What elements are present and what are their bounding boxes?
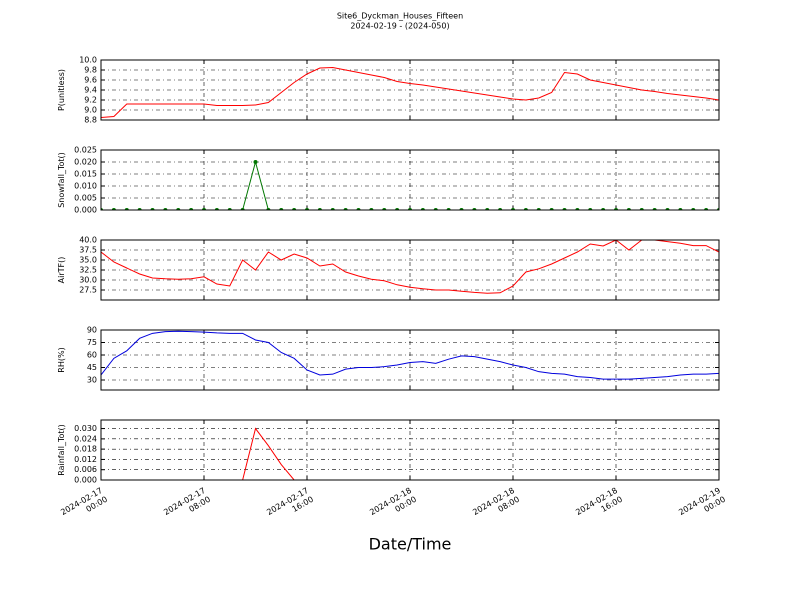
figure-title: Site6_Dyckman_Houses_Fifteen: [337, 12, 463, 21]
y-tick-label: 30.0: [79, 276, 97, 285]
y-tick-label: 10.0: [79, 56, 97, 65]
y-tick-label: 0.012: [74, 455, 97, 464]
y-tick-label: 90: [87, 326, 97, 335]
x-axis-label: Date/Time: [369, 535, 452, 554]
axes-frame: [100, 419, 720, 481]
y-tick-label: 0.020: [74, 158, 97, 167]
y-tick-label: 45: [87, 363, 97, 372]
y-tick-label: 0.000: [74, 206, 97, 215]
x-tick-label: 2024-02-1800:00: [368, 486, 418, 526]
axes-frame: [100, 149, 720, 211]
y-axis-label: P(unitless): [57, 69, 66, 111]
y-tick-label: 32.5: [79, 266, 97, 275]
y-axis-label: Snowfall_Tot(): [57, 152, 66, 208]
axes-frame: [100, 59, 720, 121]
axes-frame: [100, 239, 720, 301]
y-tick-label: 37.5: [79, 246, 97, 255]
y-tick-label: 9.2: [84, 96, 97, 105]
y-tick-label: 0.030: [74, 424, 97, 433]
x-tick-label: 2024-02-1708:00: [162, 486, 212, 526]
y-tick-label: 35.0: [79, 256, 97, 265]
y-tick-label: 0.024: [74, 434, 97, 443]
y-axis-label: AirTF(): [57, 257, 66, 284]
y-tick-label: 40.0: [79, 236, 97, 245]
y-tick-label: 0.015: [74, 170, 97, 179]
x-tick-label: 2024-02-1716:00: [265, 486, 315, 526]
y-axis-label: RH(%): [57, 347, 66, 372]
y-tick-label: 0.010: [74, 182, 97, 191]
y-tick-label: 0.005: [74, 194, 97, 203]
y-tick-label: 8.8: [84, 116, 97, 125]
y-tick-label: 9.4: [84, 86, 97, 95]
axes-frame: [100, 329, 720, 391]
series: [101, 240, 719, 294]
series: [101, 66, 719, 118]
y-tick-label: 9.8: [84, 66, 97, 75]
data-line: [101, 240, 719, 294]
y-tick-label: 9.6: [84, 76, 97, 85]
x-tick-label: 2024-02-1816:00: [574, 486, 624, 526]
y-tick-label: 27.5: [79, 286, 97, 295]
y-axis-label: Rainfall_Tot(): [57, 424, 66, 476]
x-tick-label: 2024-02-1900:00: [677, 486, 727, 526]
x-tick-label: 2024-02-1700:00: [59, 486, 109, 526]
data-point: [253, 160, 258, 164]
y-tick-label: 75: [87, 338, 97, 347]
y-tick-label: 0.000: [74, 476, 97, 485]
y-tick-label: 30: [87, 376, 97, 385]
data-line: [101, 330, 719, 380]
y-tick-label: 0.018: [74, 445, 97, 454]
y-tick-label: 0.006: [74, 465, 97, 474]
x-tick-label: 2024-02-1808:00: [471, 486, 521, 526]
y-tick-label: 9.0: [84, 106, 97, 115]
data-line: [101, 66, 719, 118]
figure-subtitle: 2024-02-19 - (2024-050): [350, 22, 449, 31]
y-tick-label: 0.025: [74, 146, 97, 155]
y-tick-label: 60: [87, 351, 97, 360]
series: [101, 330, 719, 380]
